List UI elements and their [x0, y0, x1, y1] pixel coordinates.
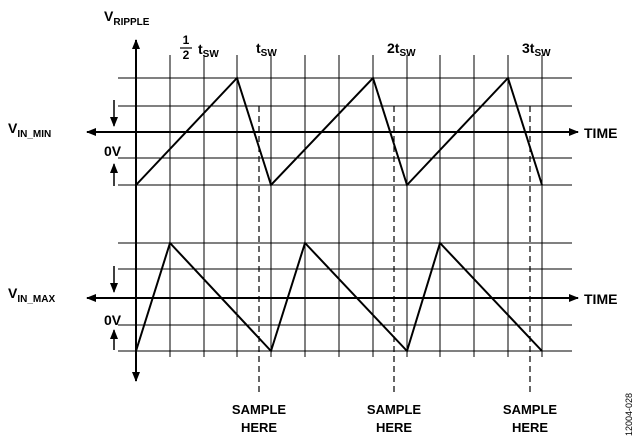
svg-text:SAMPLE: SAMPLE: [503, 402, 558, 417]
label-vin-max: VIN_MAX: [8, 285, 55, 305]
svg-text:1: 1: [183, 33, 190, 47]
label-vin-min: VIN_MIN: [8, 120, 51, 140]
label-time-top: TIME: [584, 125, 617, 141]
label-zero-bottom: 0V: [104, 312, 122, 328]
waveform-vin-min: [135, 76, 543, 187]
svg-text:HERE: HERE: [241, 420, 277, 435]
label-sample-1: SAMPLE HERE: [232, 402, 287, 435]
grid-vertical-lines: [169, 55, 543, 357]
svg-text:HERE: HERE: [376, 420, 412, 435]
label-2tsw: 2tSW: [387, 40, 416, 59]
waveform-vin-max: [135, 241, 543, 353]
svg-text:SAMPLE: SAMPLE: [367, 402, 422, 417]
svg-text:tSW: tSW: [198, 41, 219, 60]
sample-dashed-lines: [258, 106, 531, 392]
label-half-tsw: 1 2 tSW: [180, 33, 219, 62]
label-sample-2: SAMPLE HERE: [367, 402, 422, 435]
y-axis-label: VRIPPLE: [104, 8, 150, 28]
label-zero-top: 0V: [104, 143, 122, 159]
svg-text:2: 2: [183, 48, 190, 62]
svg-text:HERE: HERE: [512, 420, 548, 435]
figure-id: 12004-028: [624, 393, 634, 436]
label-tsw: tSW: [256, 40, 277, 59]
label-3tsw: 3tSW: [522, 40, 551, 59]
label-sample-3: SAMPLE HERE: [503, 402, 558, 435]
svg-text:SAMPLE: SAMPLE: [232, 402, 287, 417]
label-time-bottom: TIME: [584, 291, 617, 307]
